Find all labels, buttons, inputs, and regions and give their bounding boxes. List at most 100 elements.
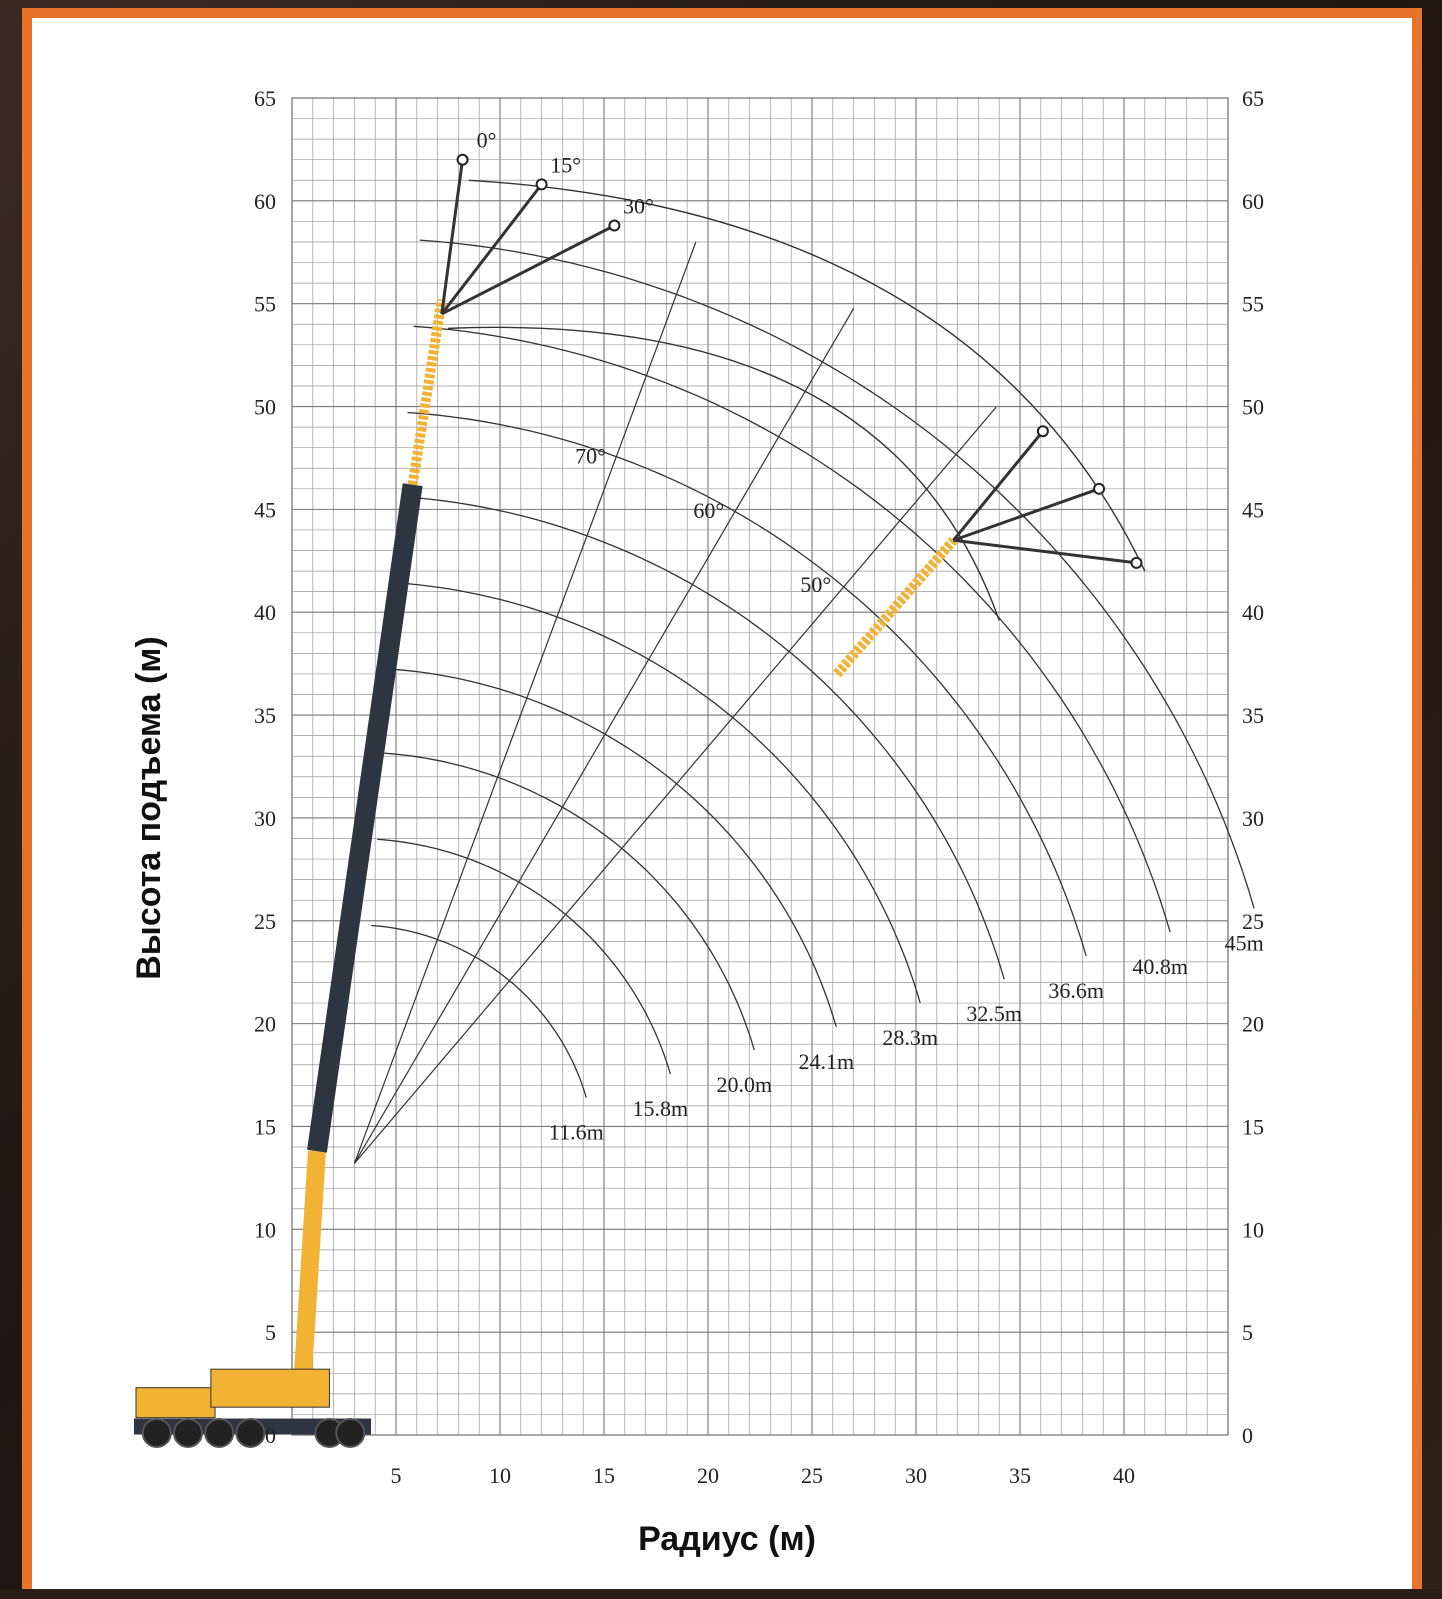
jib-50deg-tip xyxy=(1093,482,1106,495)
angle-label: 50° xyxy=(800,572,831,597)
curve-labels: 11.6m 15.8m 20.0m 24.1m 28.3m 32.5m 36.6m 40.8m… xyxy=(477,128,1264,1145)
y-tick-label-right: 35 xyxy=(1242,703,1264,728)
angle-label: 70° xyxy=(575,444,606,469)
y-tick-label-right: 55 xyxy=(1242,292,1264,317)
jib-50deg-tip xyxy=(1130,556,1143,569)
plot-frame xyxy=(291,97,1229,1436)
y-tick-label-right: 10 xyxy=(1242,1217,1264,1242)
jib-line xyxy=(440,183,543,315)
boom-arc xyxy=(377,838,671,1075)
x-tick-label: 25 xyxy=(801,1463,823,1488)
boom-base-section xyxy=(293,1150,326,1385)
y-tick-label-right: 5 xyxy=(1242,1320,1253,1345)
y-tick-label-left: 45 xyxy=(254,497,276,522)
boom-length-label: 36.6m xyxy=(1048,978,1104,1003)
jib-line xyxy=(440,159,465,315)
crane-wheel xyxy=(235,1417,266,1448)
y-tick-label-left: 0 xyxy=(265,1423,276,1448)
jib-50deg-tip xyxy=(1036,425,1049,438)
jib-envelope-arc xyxy=(468,179,1146,572)
crane-illustration xyxy=(133,298,447,1448)
x-axis-title: Радиус (м) xyxy=(638,1520,816,1558)
boom-arc xyxy=(383,752,755,1051)
y-tick-label-right: 50 xyxy=(1242,395,1264,420)
jib-tip xyxy=(456,153,469,166)
boom-arc xyxy=(371,924,587,1098)
crane-superstructure xyxy=(210,1368,330,1408)
boom-length-label: 28.3m xyxy=(882,1025,938,1050)
y-tick-label-left: 20 xyxy=(254,1012,276,1037)
boom-arc xyxy=(407,411,1087,957)
boom-arc xyxy=(419,239,1255,909)
boom-length-label: 20.0m xyxy=(716,1072,772,1097)
jib-tip xyxy=(608,219,621,232)
x-tick-label: 40 xyxy=(1113,1463,1135,1488)
boom-arc xyxy=(395,582,921,1004)
crane-wheel xyxy=(335,1417,366,1448)
y-tick-label-left: 25 xyxy=(254,909,276,934)
jib-illustrations xyxy=(440,153,1143,678)
angle-label: 60° xyxy=(693,498,724,523)
y-tick-label-left: 5 xyxy=(265,1320,276,1345)
x-tick-label: 10 xyxy=(489,1463,511,1488)
boom-length-label: 11.6m xyxy=(549,1120,604,1145)
y-tick-label-right: 0 xyxy=(1242,1423,1253,1448)
boom-length-label: 32.5m xyxy=(966,1001,1022,1026)
angle-line xyxy=(353,406,997,1164)
y-tick-label-left: 60 xyxy=(254,189,276,214)
jib-offset-label: 30° xyxy=(623,194,654,219)
crane-wheel xyxy=(173,1417,203,1448)
fly-jib-base xyxy=(407,298,447,486)
jib-50deg-base xyxy=(833,536,958,678)
crane-wheel xyxy=(204,1417,235,1448)
x-tick-label: 30 xyxy=(905,1463,927,1488)
boom-angle-lines xyxy=(353,241,997,1164)
boom-arc xyxy=(413,325,1171,933)
y-tick-label-right: 25 xyxy=(1242,909,1264,934)
boom-arc xyxy=(389,668,837,1027)
y-tick-label-right: 30 xyxy=(1242,806,1264,831)
boom-length-label: 24.1m xyxy=(798,1049,854,1074)
jib-tip xyxy=(535,178,548,191)
main-boom xyxy=(307,483,423,1153)
jib-line xyxy=(441,224,616,316)
x-tick-label: 20 xyxy=(697,1463,719,1488)
x-tick-label: 35 xyxy=(1009,1463,1031,1488)
y-tick-label-left: 35 xyxy=(254,703,276,728)
crane-cab xyxy=(135,1387,216,1419)
crane-wheel xyxy=(141,1417,172,1448)
x-tick-label: 5 xyxy=(391,1463,402,1488)
y-tick-label-left: 40 xyxy=(254,600,276,625)
chart-panel: 5 10 15 20 25 30 35 40 0 0 5 5 10 10 15 15 20 20 25 25 30 30 3… xyxy=(22,8,1422,1589)
y-tick-label-right: 20 xyxy=(1242,1012,1264,1037)
y-tick-label-left: 55 xyxy=(254,292,276,317)
chart-grid xyxy=(291,97,1229,1436)
y-tick-label-right: 45 xyxy=(1242,497,1264,522)
jib-50deg-line xyxy=(952,430,1045,542)
jib-offset-label: 15° xyxy=(550,152,581,177)
y-tick-label-right: 65 xyxy=(1242,86,1264,111)
jib-50deg-line xyxy=(953,538,1137,565)
jib-offset-label: 0° xyxy=(477,128,497,153)
boom-length-label: 15.8m xyxy=(632,1096,688,1121)
y-tick-label-left: 50 xyxy=(254,395,276,420)
angle-line xyxy=(353,308,855,1164)
boom-arc xyxy=(401,495,1005,980)
boom-length-label: 45m xyxy=(1225,930,1264,955)
boom-length-label: 40.8m xyxy=(1132,954,1188,979)
y-tick-label-left: 30 xyxy=(254,806,276,831)
angle-line xyxy=(353,241,697,1164)
y-axis-title: Высота подъема (м) xyxy=(130,636,168,980)
y-tick-label-left: 65 xyxy=(254,86,276,111)
jib-50deg-line xyxy=(952,487,1100,542)
y-tick-label-right: 60 xyxy=(1242,189,1264,214)
y-tick-label-right: 40 xyxy=(1242,600,1264,625)
boom-radius-curves xyxy=(371,179,1255,1098)
x-tick-label: 15 xyxy=(593,1463,615,1488)
y-tick-label-left: 15 xyxy=(254,1114,276,1139)
y-tick-label-right: 15 xyxy=(1242,1114,1264,1139)
y-tick-label-left: 10 xyxy=(254,1217,276,1242)
